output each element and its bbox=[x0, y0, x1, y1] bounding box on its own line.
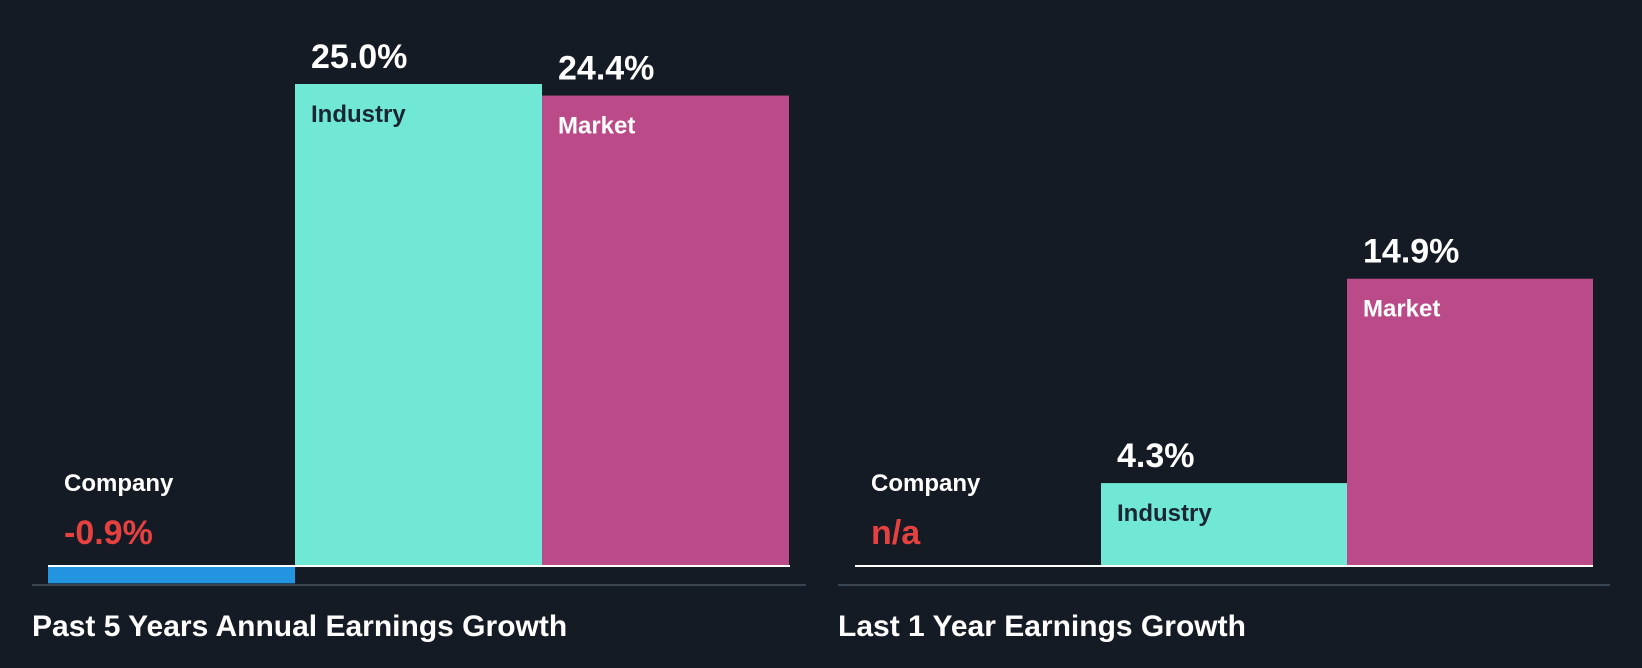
past-5y-category-label-market: Market bbox=[558, 113, 635, 140]
past-5y-bar-market[interactable] bbox=[542, 95, 789, 567]
past-5y-bar-industry[interactable] bbox=[295, 84, 542, 566]
past-5y-value-label-company: -0.9% bbox=[64, 514, 153, 552]
last-1y-bar-industry[interactable] bbox=[1101, 483, 1347, 566]
past-5y-value-label-market: 24.4% bbox=[558, 50, 654, 88]
last-1y-chart-title: Last 1 Year Earnings Growth bbox=[838, 610, 1246, 643]
past-5y-value-label-industry: 25.0% bbox=[311, 38, 407, 76]
last-1y-value-label-industry: 4.3% bbox=[1117, 437, 1195, 475]
past-5y-bar-company[interactable] bbox=[48, 566, 295, 584]
last-1y-value-label-market: 14.9% bbox=[1363, 233, 1459, 271]
last-1y-category-label-company: Company bbox=[871, 470, 981, 497]
past-5y-chart-title: Past 5 Years Annual Earnings Growth bbox=[32, 610, 567, 643]
last-1y-bar-market[interactable] bbox=[1347, 278, 1593, 566]
past-5y-category-label-industry: Industry bbox=[311, 101, 406, 128]
last-1y-category-label-industry: Industry bbox=[1117, 500, 1212, 527]
last-1y-value-label-company: n/a bbox=[871, 514, 921, 552]
last-1y-category-label-market: Market bbox=[1363, 296, 1440, 323]
past-5y-category-label-company: Company bbox=[64, 470, 174, 497]
